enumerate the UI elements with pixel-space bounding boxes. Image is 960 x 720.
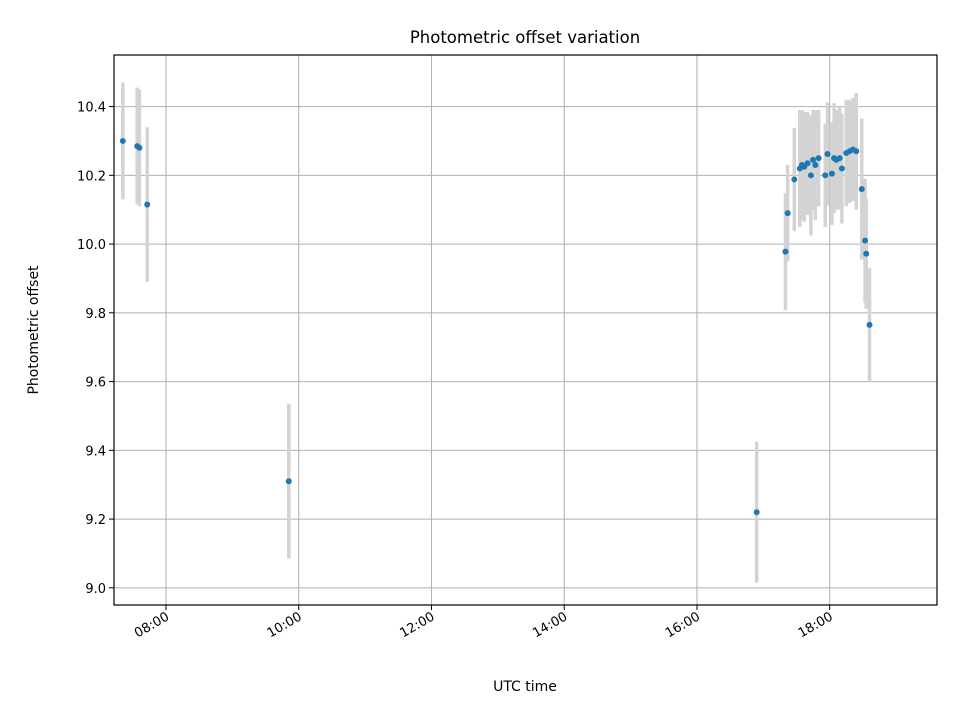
y-tick-label: 10.0 [77, 238, 106, 253]
y-tick-label: 9.4 [85, 444, 106, 459]
y-tick-label: 10.4 [77, 101, 106, 116]
chart-title: Photometric offset variation [410, 28, 640, 47]
data-point [753, 509, 760, 516]
data-point [828, 170, 835, 177]
data-point [285, 478, 292, 485]
data-point [812, 162, 819, 168]
data-point [807, 172, 814, 179]
y-tick-label: 9.2 [85, 513, 106, 528]
plot-frame [113, 54, 938, 606]
data-point [836, 155, 843, 162]
y-tick-label: 9.0 [85, 582, 106, 597]
data-point [791, 176, 798, 183]
data-point [810, 156, 817, 163]
data-point [804, 160, 811, 167]
data-point [782, 248, 789, 255]
data-point [784, 210, 791, 217]
y-tick-label: 10.2 [77, 169, 106, 184]
data-point [858, 186, 865, 193]
data-point [144, 201, 151, 208]
data-point [824, 151, 831, 157]
data-point [822, 172, 829, 179]
data-point [863, 250, 870, 257]
data-point [838, 165, 845, 172]
data-point [862, 237, 869, 244]
y-tick-label: 9.8 [85, 307, 106, 322]
data-point [853, 148, 860, 155]
data-point [866, 321, 873, 328]
data-point [136, 144, 143, 151]
y-tick-label: 9.6 [85, 376, 106, 391]
data-point [815, 155, 822, 162]
data-points [119, 137, 873, 516]
y-axis-label: Photometric offset [26, 265, 42, 395]
x-axis-label: UTC time [493, 679, 557, 695]
data-point [119, 137, 126, 144]
y-axis: 9.0 9.2 9.4 9.6 9.8 10.0 10.2 10.4 [77, 101, 114, 597]
